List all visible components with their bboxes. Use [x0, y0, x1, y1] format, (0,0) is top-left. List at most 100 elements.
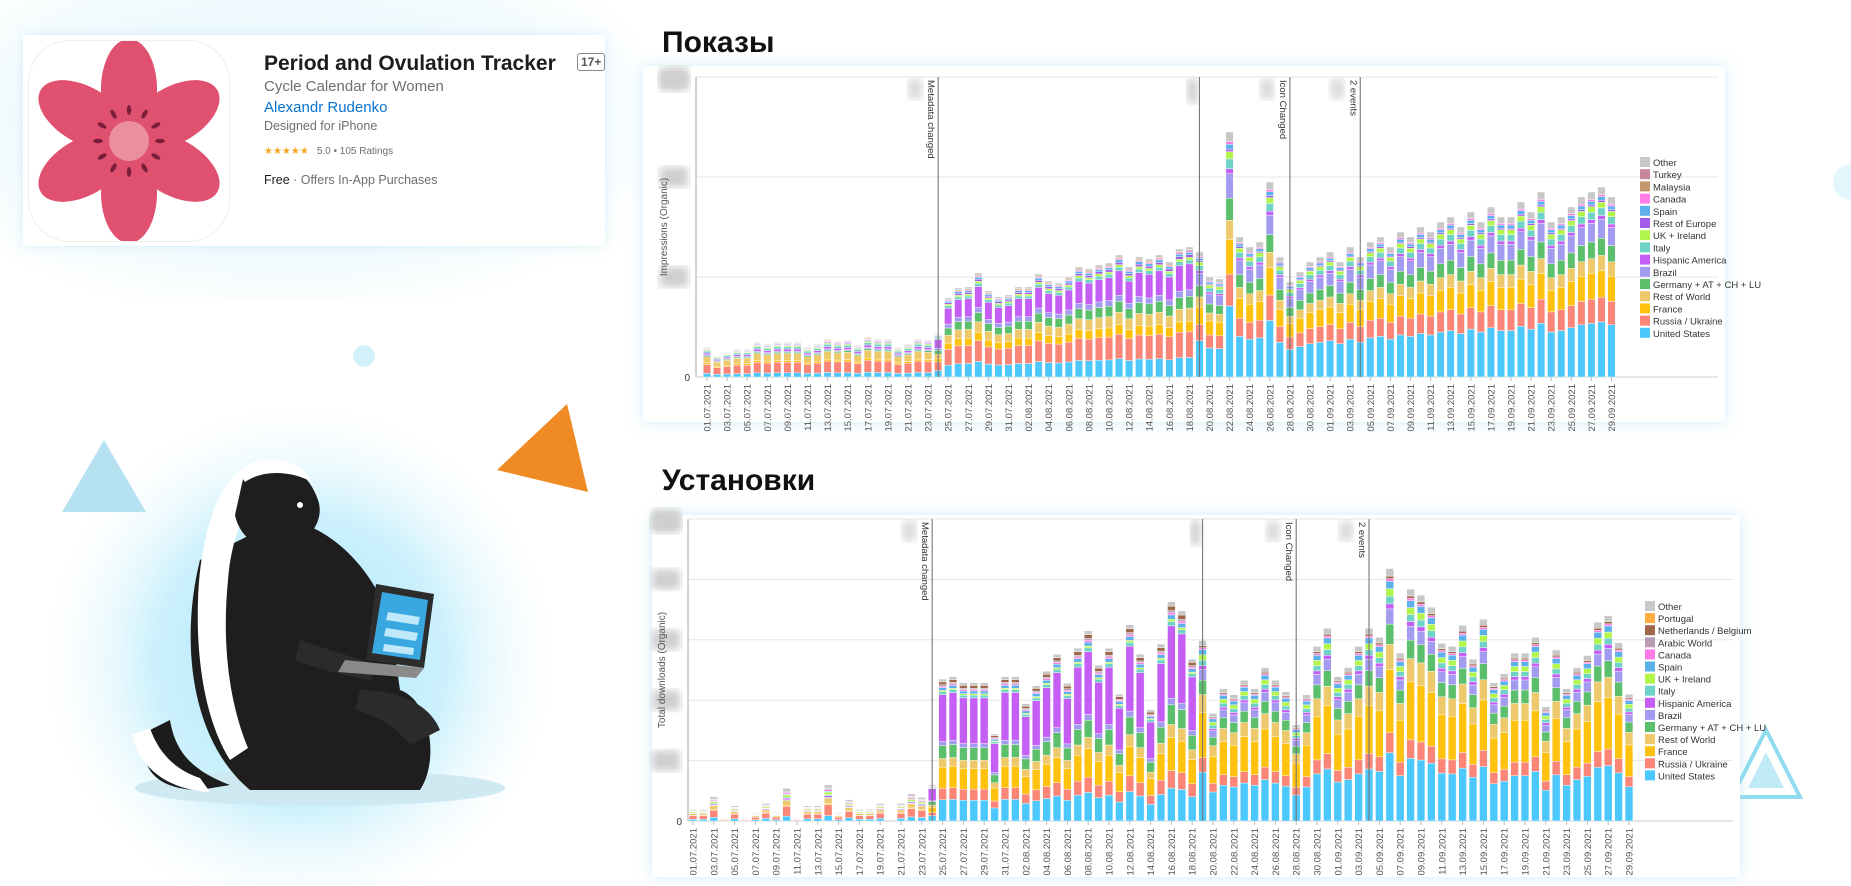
bar-segment-rest-of-world — [974, 321, 983, 333]
bar-segment-uk-ireland — [1105, 271, 1113, 275]
bar-06.08.2021 — [1063, 683, 1072, 822]
bar-02.07.2021 — [699, 809, 708, 822]
bar-segment-hispanic-america — [1136, 672, 1145, 728]
bar-segment-hispanic-america — [1188, 676, 1197, 731]
bar-segment-spain — [1084, 641, 1093, 647]
bar-segment-rest-of-world — [1604, 677, 1613, 698]
bar-10.09.2021 — [1416, 226, 1425, 378]
bar-segment-france — [833, 359, 842, 363]
bar-segment-brazil — [1245, 268, 1254, 283]
bar-segment-russia-ukraine — [876, 812, 885, 819]
bar-segment-germany-at-ch-lu — [914, 349, 922, 352]
bar-segment-other — [914, 338, 922, 340]
blurred-marker-icon — [1266, 521, 1281, 541]
app-store-card[interactable]: Period and Ovulation Tracker 17+ Cycle C… — [23, 35, 606, 246]
bar-segment-russia-ukraine — [1354, 759, 1363, 775]
bar-segment-canada — [1156, 652, 1166, 655]
bar-segment-rest-of-world — [1281, 730, 1290, 744]
bar-segment-netherlands-belgium — [1416, 601, 1426, 605]
bar-segment-hispanic-america — [723, 356, 732, 359]
bar-segment-russia-ukraine — [1562, 774, 1571, 786]
bar-segment-united-states — [1476, 331, 1485, 378]
bar-segment-other — [894, 346, 902, 348]
bar-segment-rest-of-world — [1547, 277, 1556, 291]
bar-segment-germany-at-ch-lu — [1366, 278, 1375, 291]
bar-segment-germany-at-ch-lu — [974, 312, 983, 323]
bar-segment-rest-of-world — [853, 355, 862, 363]
bar-21.09.2021 — [1541, 706, 1550, 822]
bar-segment-italy — [964, 295, 973, 299]
blurred-marker-icon — [1259, 79, 1274, 99]
bar-segment-other — [1375, 637, 1384, 644]
bar-segment-rest-of-world — [1517, 264, 1525, 280]
bar-segment-spain — [1115, 259, 1123, 263]
bar-segment-uk-ireland — [1507, 229, 1515, 235]
bar-segment-spain — [944, 300, 953, 303]
bar-segment-other — [1054, 282, 1063, 286]
bar-segment-germany-at-ch-lu — [773, 351, 782, 354]
bar-05.07.2021 — [743, 348, 752, 378]
bar-segment-france — [1135, 325, 1144, 336]
bar-segment-united-states — [1604, 765, 1613, 822]
bar-segment-russia-ukraine — [824, 804, 833, 816]
bar-segment-spain — [1074, 271, 1083, 274]
bar-segment-canada — [1136, 662, 1145, 665]
bar-segment-russia-ukraine — [1165, 336, 1174, 360]
legend-swatch — [1645, 758, 1655, 769]
bar-segment-russia-ukraine — [1155, 334, 1164, 359]
bar-segment-spain — [1385, 580, 1394, 589]
bar-segment-france — [1531, 710, 1540, 757]
bar-segment-rest-of-world — [1416, 280, 1425, 294]
bar-segment-russia-ukraine — [1260, 767, 1270, 780]
bar-segment-hispanic-america — [743, 354, 752, 357]
bar-segment-russia-ukraine — [1024, 345, 1033, 364]
legend-item: Other — [1645, 601, 1682, 613]
bar-segment-uk-ireland — [844, 803, 854, 806]
bar-segment-russia-ukraine — [844, 811, 854, 819]
event-marker-label: Icon Changed — [1283, 522, 1294, 581]
bar-segment-brazil — [1125, 303, 1134, 309]
bar-segment-other — [1004, 294, 1013, 297]
bar-segment-uk-ireland — [1302, 704, 1311, 709]
bar-segment-germany-at-ch-lu — [1541, 731, 1550, 742]
x-tick-label: 19.07.2021 — [876, 828, 887, 876]
bar-segment-italy — [1577, 216, 1586, 225]
bar-segment-rest-of-world — [1000, 757, 1010, 767]
bar-segment-brazil — [1135, 296, 1144, 303]
bar-segment-france — [1366, 301, 1375, 321]
bar-segment-italy — [1416, 619, 1426, 627]
bar-segment-united-states — [974, 361, 983, 378]
bar-segment-brazil — [964, 316, 973, 322]
bar-segment-canada — [1572, 673, 1582, 676]
bar-segment-france — [1406, 681, 1415, 741]
bar-segment-united-states — [1479, 766, 1488, 822]
bar-segment-canada — [1235, 242, 1244, 245]
bar-segment-united-states — [1416, 333, 1425, 378]
bar-segment-united-states — [1240, 782, 1249, 822]
bar-segment-rest-of-world — [733, 358, 742, 365]
bar-segment-germany-at-ch-lu — [833, 351, 842, 354]
bar-segment-germany-at-ch-lu — [1607, 245, 1616, 263]
legend-swatch — [1640, 303, 1650, 314]
bar-segment-other — [823, 338, 832, 340]
x-tick-label: 24.08.2021 — [1245, 384, 1256, 432]
bar-segment-united-states — [1250, 785, 1259, 822]
bar-segment-rest-of-world — [1205, 312, 1214, 322]
bar-segment-hispanic-america — [954, 299, 963, 318]
developer-link[interactable]: Alexandr Rudenko — [264, 99, 388, 116]
bar-segment-spain — [1255, 248, 1264, 252]
bar-segment-hispanic-america — [1095, 279, 1103, 303]
bar-segment-russia-ukraine — [1044, 343, 1053, 363]
bar-segment-hispanic-america — [733, 354, 742, 357]
bar-segment-spain — [1306, 267, 1314, 271]
bar-segment-united-states — [1115, 801, 1124, 822]
bar-segment-netherlands-belgium — [1323, 633, 1332, 637]
bar-segment-hispanic-america — [1336, 279, 1345, 282]
legend-swatch — [1640, 230, 1650, 241]
bar-segment-united-states — [1593, 767, 1602, 822]
bar-segment-other — [1271, 680, 1280, 685]
bar-segment-brazil — [1557, 243, 1566, 261]
bar-20.08.2021 — [1205, 276, 1214, 378]
bar-segment-canada — [1323, 635, 1332, 639]
bar-segment-other — [772, 812, 781, 814]
